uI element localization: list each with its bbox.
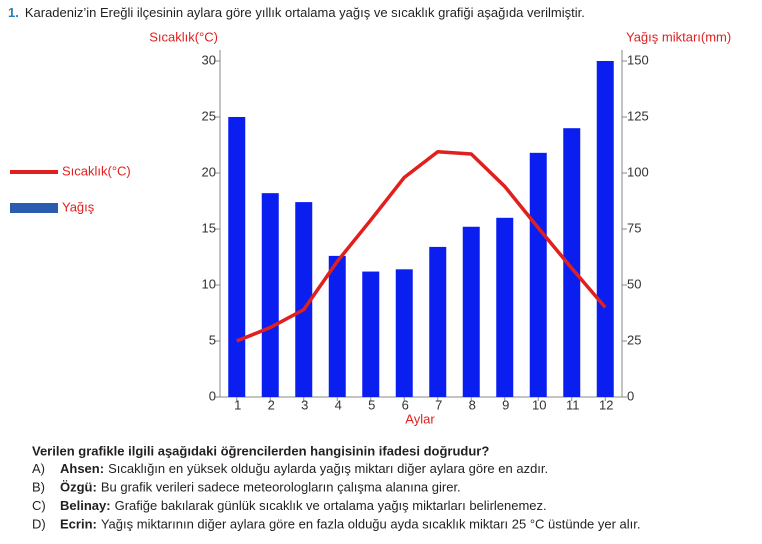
y-tick-label: 0 xyxy=(209,388,216,403)
option-text: Grafiğe bakılarak günlük sıcaklık ve ort… xyxy=(115,498,547,513)
option-name: Özgü: xyxy=(60,480,97,495)
bar xyxy=(496,217,514,397)
option-letter: C) xyxy=(32,498,46,513)
option-name: Belinay: xyxy=(60,498,111,513)
option-text: Bu grafik verileri sadece meteorologları… xyxy=(101,480,461,495)
y2-tick-label: 0 xyxy=(627,388,634,403)
y-tick-label: 5 xyxy=(209,332,216,347)
y2-tick-label: 25 xyxy=(627,332,641,347)
y-tick-label: 25 xyxy=(202,108,216,123)
x-tick-label: 1 xyxy=(234,397,241,412)
x-tick-label: 10 xyxy=(532,397,546,412)
x-tick-label: 8 xyxy=(469,397,476,412)
option-text: Yağış miktarının diğer aylara göre en fa… xyxy=(101,517,641,532)
options: A) Ahsen: Sıcaklığın en yüksek olduğu ayla… xyxy=(32,461,641,532)
bar xyxy=(429,246,447,397)
option: A) Ahsen: Sıcaklığın en yüksek olduğu ayla… xyxy=(32,461,548,476)
option-text: Sıcaklığın en yüksek olduğu aylarda yağı… xyxy=(108,461,548,476)
x-tick-label: 2 xyxy=(268,397,275,412)
y-tick-label: 15 xyxy=(202,220,216,235)
x-tick-label: 9 xyxy=(502,397,509,412)
question: 1. Karadeniz’in Ereğli ilçesinin aylara g… xyxy=(8,5,585,20)
x-tick-label: 4 xyxy=(335,397,342,412)
y-tick-label: 30 xyxy=(202,52,216,67)
option-name: Ecrin: xyxy=(60,517,97,532)
x-tick-label: 6 xyxy=(402,397,409,412)
bar xyxy=(362,271,380,397)
bar xyxy=(462,226,480,397)
option: B) Özgü: Bu grafik verileri sadece meteoro… xyxy=(32,480,461,495)
option-name: Ahsen: xyxy=(60,461,104,476)
option-letter: B) xyxy=(32,480,45,495)
x-tick-label: 12 xyxy=(599,397,613,412)
y2-axis-title: Yağış miktarı(mm) xyxy=(626,29,731,44)
y-tick-label: 10 xyxy=(202,276,216,291)
y2-tick-label: 100 xyxy=(627,164,649,179)
bar xyxy=(261,193,279,397)
legend-label: Yağış xyxy=(62,199,95,214)
legend-swatch xyxy=(10,203,58,213)
question-number: 1. xyxy=(8,5,19,20)
y2-tick-label: 150 xyxy=(627,52,649,67)
prompt: Verilen grafikle ilgili aşağıdaki öğrenc… xyxy=(32,443,489,458)
bar xyxy=(228,117,246,397)
option: C) Belinay: Grafiğe bakılarak günlük sıcak… xyxy=(32,498,547,513)
bar xyxy=(596,61,614,397)
y2-tick-label: 50 xyxy=(627,276,641,291)
y-axis-title: Sıcaklık(°C) xyxy=(149,29,218,44)
bar xyxy=(395,269,413,397)
question-text: Karadeniz’in Ereğli ilçesinin aylara gör… xyxy=(25,5,585,20)
option: D) Ecrin: Yağış miktarının diğer aylara gö… xyxy=(32,517,641,532)
option-letter: A) xyxy=(32,461,45,476)
y-tick-label: 20 xyxy=(202,164,216,179)
y2-tick-label: 75 xyxy=(627,220,641,235)
x-tick-label: 5 xyxy=(368,397,375,412)
legend-label: Sıcaklık(°C) xyxy=(62,163,131,178)
x-tick-label: 7 xyxy=(435,397,442,412)
x-tick-label: 11 xyxy=(566,397,580,412)
bar xyxy=(529,152,547,397)
line xyxy=(236,149,607,343)
x-tick-label: 3 xyxy=(301,397,308,412)
bar xyxy=(563,128,581,397)
x-axis-title: Aylar xyxy=(405,411,435,426)
bar xyxy=(328,255,346,397)
option-letter: D) xyxy=(32,517,46,532)
bar xyxy=(295,202,313,397)
y2-tick-label: 125 xyxy=(627,108,649,123)
